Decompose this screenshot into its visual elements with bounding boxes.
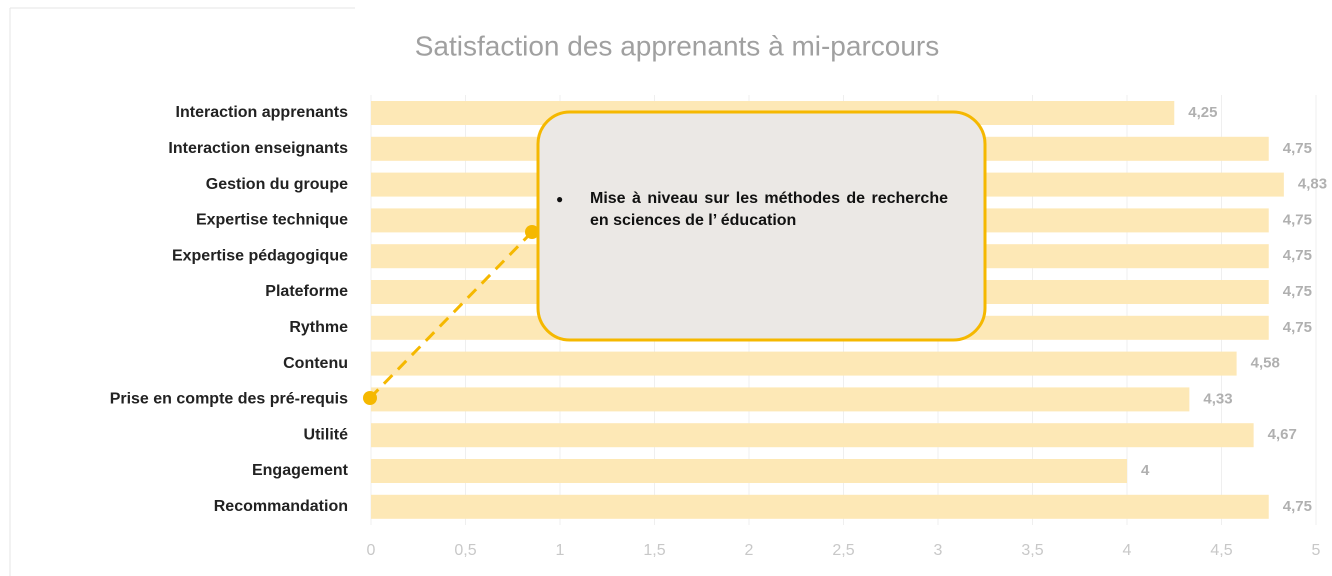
y-tick-label: Prise en compte des pré-requis	[110, 391, 348, 408]
x-tick-label: 3,5	[1021, 542, 1043, 559]
bar	[371, 423, 1254, 448]
x-tick-label: 2	[745, 542, 754, 559]
value-label: 4,75	[1283, 283, 1312, 300]
bar	[371, 494, 1269, 519]
chart-title: Satisfaction des apprenants à mi-parcour…	[415, 30, 940, 61]
bar	[371, 387, 1190, 412]
value-label: 4,33	[1203, 390, 1232, 407]
x-tick-label: 5	[1312, 542, 1321, 559]
bar	[371, 459, 1127, 483]
x-tick-label: 1,5	[643, 542, 665, 559]
y-tick-label: Engagement	[252, 462, 349, 479]
bar	[371, 351, 1237, 376]
value-label: 4,83	[1298, 176, 1327, 193]
y-tick-label: Utilité	[304, 426, 349, 443]
value-label: 4,75	[1283, 140, 1312, 157]
y-tick-label: Expertise pédagogique	[172, 247, 348, 264]
x-tick-label: 3	[934, 542, 943, 559]
y-tick-label: Expertise technique	[196, 212, 348, 229]
y-tick-label: Interaction enseignants	[168, 140, 348, 157]
x-tick-label: 2,5	[832, 542, 854, 559]
y-tick-label: Recommandation	[214, 498, 348, 515]
value-label: 4	[1141, 462, 1150, 479]
x-tick-label: 0,5	[454, 542, 476, 559]
y-tick-label: Rythme	[289, 319, 348, 336]
value-label: 4,67	[1268, 426, 1297, 443]
y-tick-label: Interaction apprenants	[176, 104, 349, 121]
value-label: 4,58	[1251, 355, 1280, 372]
y-tick-label: Plateforme	[265, 283, 348, 300]
x-tick-label: 0	[367, 542, 376, 559]
callout-dot	[363, 391, 377, 405]
value-label: 4,75	[1283, 211, 1312, 228]
value-label: 4,75	[1283, 498, 1312, 515]
callout-dot	[525, 225, 539, 239]
callout-text: Mise à niveau sur les méthodes de recher…	[556, 188, 948, 232]
y-tick-label: Gestion du groupe	[206, 176, 348, 193]
value-label: 4,75	[1283, 319, 1312, 336]
value-label: 4,75	[1283, 247, 1312, 264]
value-label: 4,25	[1188, 104, 1217, 121]
x-tick-label: 4	[1123, 542, 1132, 559]
x-tick-label: 1	[556, 542, 565, 559]
y-tick-label: Contenu	[283, 355, 348, 372]
x-tick-label: 4,5	[1210, 542, 1232, 559]
